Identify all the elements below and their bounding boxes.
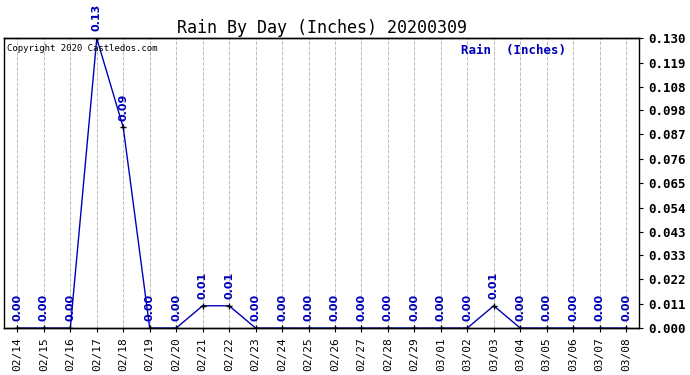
Text: 0.01: 0.01 [224, 272, 234, 299]
Text: 0.00: 0.00 [515, 294, 525, 321]
Text: 0.00: 0.00 [145, 294, 155, 321]
Text: 0.00: 0.00 [595, 294, 604, 321]
Text: 0.00: 0.00 [621, 294, 631, 321]
Text: 0.00: 0.00 [171, 294, 181, 321]
Text: 0.00: 0.00 [383, 294, 393, 321]
Text: 0.01: 0.01 [489, 272, 499, 299]
Text: 0.00: 0.00 [12, 294, 22, 321]
Text: 0.00: 0.00 [66, 294, 75, 321]
Text: Rain  (Inches): Rain (Inches) [462, 44, 566, 57]
Text: 0.00: 0.00 [330, 294, 340, 321]
Text: 0.00: 0.00 [436, 294, 446, 321]
Text: 0.00: 0.00 [304, 294, 313, 321]
Text: 0.00: 0.00 [39, 294, 49, 321]
Text: 0.00: 0.00 [277, 294, 287, 321]
Title: Rain By Day (Inches) 20200309: Rain By Day (Inches) 20200309 [177, 19, 466, 37]
Text: Copyright 2020 Castledos.com: Copyright 2020 Castledos.com [8, 44, 158, 53]
Text: 0.13: 0.13 [92, 4, 102, 32]
Text: 0.00: 0.00 [542, 294, 552, 321]
Text: 0.00: 0.00 [250, 294, 261, 321]
Text: 0.00: 0.00 [568, 294, 578, 321]
Text: 0.00: 0.00 [409, 294, 420, 321]
Text: 0.00: 0.00 [462, 294, 472, 321]
Text: 0.00: 0.00 [357, 294, 366, 321]
Text: 0.09: 0.09 [118, 93, 128, 120]
Text: 0.01: 0.01 [197, 272, 208, 299]
